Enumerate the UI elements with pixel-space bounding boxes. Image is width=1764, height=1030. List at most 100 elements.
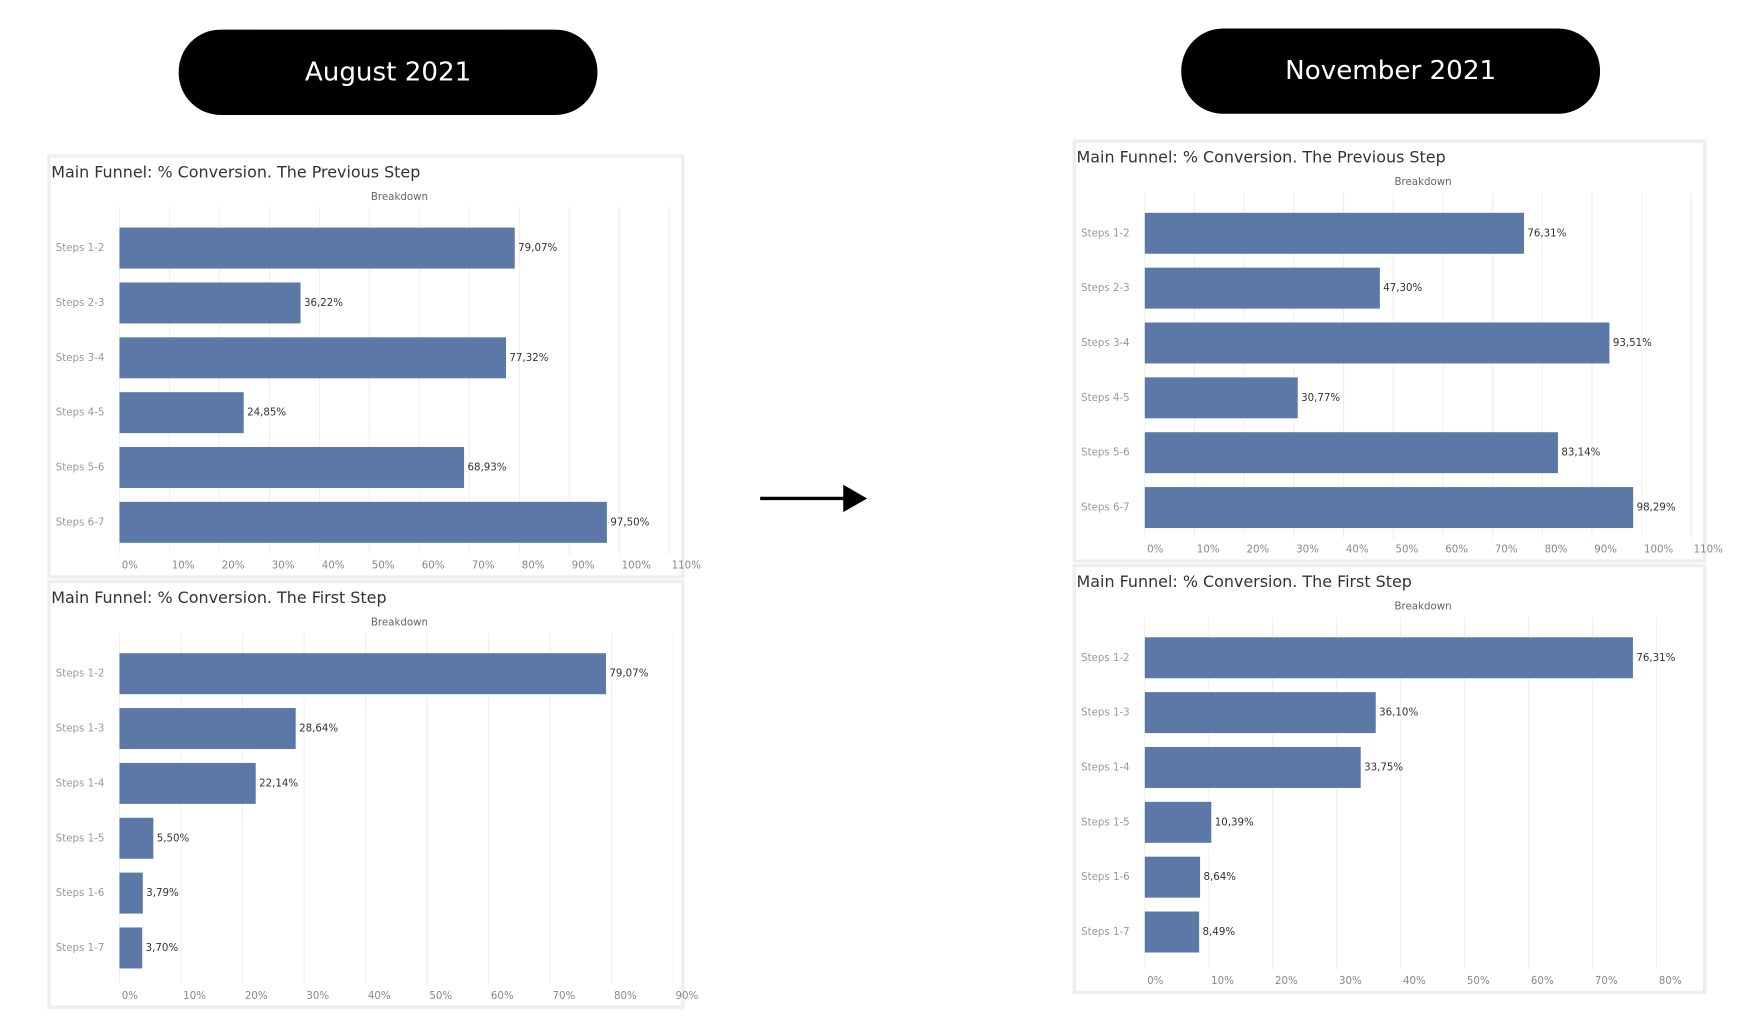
bar bbox=[1144, 746, 1361, 788]
bar bbox=[119, 653, 606, 695]
x-tick-label: 10% bbox=[183, 990, 206, 1002]
y-tick-label: Steps 4-5 bbox=[56, 407, 105, 419]
x-tick-label: 110% bbox=[672, 560, 702, 572]
bar bbox=[1144, 856, 1201, 898]
x-tick-label: 50% bbox=[1396, 544, 1419, 556]
value-label: 77,32% bbox=[509, 352, 548, 364]
subtitle: Breakdown bbox=[371, 191, 428, 203]
chart-title: Main Funnel: % Conversion. The First Ste… bbox=[51, 588, 386, 607]
x-tick-label: 70% bbox=[1495, 544, 1518, 556]
bar bbox=[1144, 637, 1633, 679]
bar bbox=[119, 501, 607, 543]
y-tick-label: Steps 1-4 bbox=[56, 777, 105, 789]
value-label: 79,07% bbox=[609, 668, 648, 680]
header: August 2021 bbox=[305, 57, 471, 87]
value-label: 98,29% bbox=[1637, 502, 1676, 514]
x-tick-label: 50% bbox=[372, 560, 395, 572]
x-tick-label: 0% bbox=[1147, 975, 1164, 987]
x-tick-label: 80% bbox=[1659, 975, 1682, 987]
bar bbox=[1144, 801, 1212, 843]
bar bbox=[1144, 212, 1524, 254]
y-tick-label: Steps 4-5 bbox=[1081, 392, 1130, 404]
x-tick-label: 90% bbox=[676, 990, 699, 1002]
value-label: 8,64% bbox=[1204, 871, 1237, 883]
x-tick-label: 40% bbox=[368, 990, 391, 1002]
subtitle: Breakdown bbox=[371, 616, 428, 628]
value-label: 10,39% bbox=[1215, 816, 1254, 828]
value-label: 30,77% bbox=[1301, 392, 1340, 404]
y-tick-label: Steps 1-5 bbox=[1081, 816, 1130, 828]
x-tick-label: 40% bbox=[1403, 975, 1426, 987]
bar bbox=[1144, 692, 1376, 734]
bar bbox=[119, 227, 515, 269]
x-tick-label: 20% bbox=[222, 560, 245, 572]
value-label: 3,79% bbox=[146, 887, 179, 899]
value-label: 83,14% bbox=[1561, 447, 1600, 459]
bar bbox=[1144, 487, 1634, 529]
value-label: 47,30% bbox=[1383, 282, 1422, 294]
bar bbox=[119, 762, 256, 804]
header-pill bbox=[178, 29, 598, 115]
x-tick-label: 60% bbox=[1445, 544, 1468, 556]
y-tick-label: Steps 1-2 bbox=[56, 242, 105, 254]
x-tick-label: 30% bbox=[1296, 544, 1319, 556]
value-label: 22,14% bbox=[259, 777, 298, 789]
x-tick-label: 20% bbox=[1246, 544, 1269, 556]
y-tick-label: Steps 1-2 bbox=[1081, 652, 1130, 664]
y-tick-label: Steps 6-7 bbox=[56, 516, 105, 528]
bar bbox=[119, 282, 301, 324]
bar bbox=[1144, 911, 1200, 953]
value-label: 97,50% bbox=[610, 516, 649, 528]
value-label: 79,07% bbox=[518, 242, 557, 254]
y-tick-label: Steps 2-3 bbox=[56, 297, 105, 309]
value-label: 24,85% bbox=[247, 407, 286, 419]
y-tick-label: Steps 1-2 bbox=[1081, 227, 1130, 239]
x-tick-label: 80% bbox=[522, 560, 545, 572]
y-tick-label: Steps 1-7 bbox=[1081, 926, 1130, 938]
x-tick-label: 110% bbox=[1694, 544, 1724, 556]
bar bbox=[1144, 377, 1298, 419]
x-tick-label: 100% bbox=[622, 560, 652, 572]
value-label: 36,22% bbox=[304, 297, 343, 309]
x-tick-label: 0% bbox=[122, 990, 139, 1002]
x-tick-label: 60% bbox=[491, 990, 514, 1002]
y-tick-label: Steps 1-3 bbox=[1081, 707, 1130, 719]
x-tick-label: 10% bbox=[1197, 544, 1220, 556]
bar bbox=[1144, 432, 1558, 474]
header: November 2021 bbox=[1285, 56, 1496, 86]
chart-title: Main Funnel: % Conversion. The Previous … bbox=[51, 162, 420, 181]
y-tick-label: Steps 6-7 bbox=[1081, 502, 1130, 514]
y-tick-label: Steps 1-3 bbox=[56, 723, 105, 735]
x-tick-label: 0% bbox=[122, 560, 139, 572]
x-tick-label: 50% bbox=[1467, 975, 1490, 987]
y-tick-label: Steps 1-6 bbox=[56, 887, 105, 899]
canvas: August 2021 November 2021 Main Funnel: %… bbox=[47, 28, 1724, 1009]
value-label: 68,93% bbox=[467, 461, 506, 473]
bar bbox=[1144, 322, 1610, 364]
bar bbox=[119, 708, 296, 750]
arrow-head bbox=[843, 484, 868, 513]
x-tick-label: 30% bbox=[306, 990, 329, 1002]
y-tick-label: Steps 1-5 bbox=[56, 832, 105, 844]
bar bbox=[119, 872, 143, 914]
x-tick-label: 70% bbox=[472, 560, 495, 572]
y-tick-label: Steps 1-4 bbox=[1081, 761, 1130, 773]
x-tick-label: 40% bbox=[322, 560, 345, 572]
x-tick-label: 90% bbox=[572, 560, 595, 572]
x-tick-label: 30% bbox=[272, 560, 295, 572]
x-tick-label: 20% bbox=[1275, 975, 1298, 987]
y-tick-label: Steps 3-4 bbox=[1081, 337, 1130, 349]
x-tick-label: 80% bbox=[1545, 544, 1568, 556]
bar bbox=[119, 337, 507, 379]
x-tick-label: 100% bbox=[1644, 544, 1674, 556]
x-tick-label: 60% bbox=[422, 560, 445, 572]
y-tick-label: Steps 1-6 bbox=[1081, 871, 1130, 883]
bar bbox=[119, 392, 244, 434]
bar bbox=[119, 927, 143, 969]
x-tick-label: 10% bbox=[172, 560, 195, 572]
value-label: 36,10% bbox=[1379, 707, 1418, 719]
x-tick-label: 80% bbox=[614, 990, 637, 1002]
bar bbox=[119, 817, 154, 859]
x-tick-label: 0% bbox=[1147, 544, 1164, 556]
